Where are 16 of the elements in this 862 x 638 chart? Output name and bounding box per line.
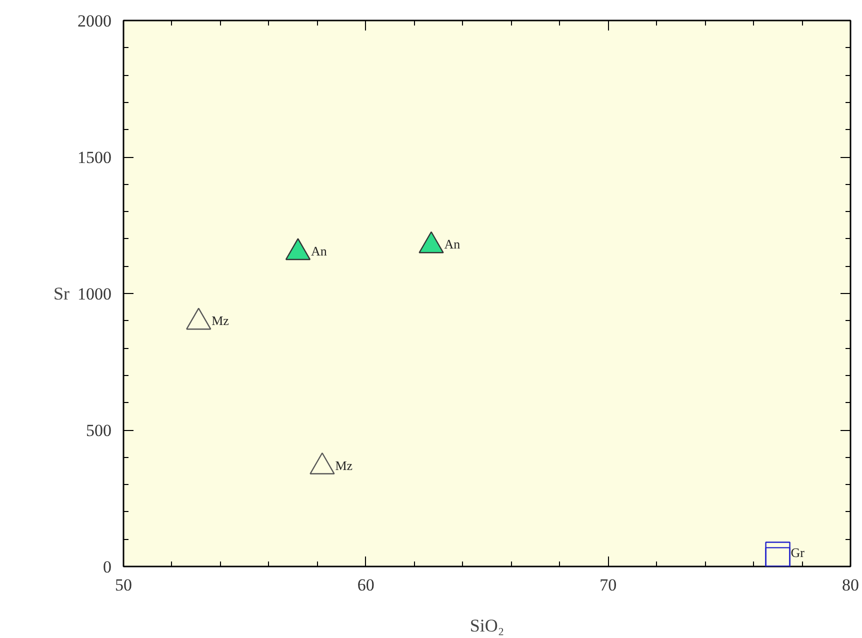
data-label: An — [444, 236, 461, 252]
y-tick-label: 500 — [86, 421, 112, 440]
y-tick-label: 1000 — [78, 284, 112, 304]
data-label: Gr — [790, 545, 806, 560]
y-tick-label: 1500 — [78, 148, 112, 167]
x-tick-label: 60 — [357, 576, 374, 594]
y-tick-label: 2000 — [78, 12, 112, 30]
x-tick-label: 70 — [600, 576, 617, 594]
x-tick-label: 80 — [842, 576, 859, 594]
y-tick-label: 0 — [103, 558, 112, 576]
data-label: An — [310, 244, 328, 259]
data-label: Mz — [212, 313, 230, 328]
y-axis-title: Sr — [53, 284, 70, 304]
data-label: Mz — [335, 458, 353, 473]
x-tick-label: 50 — [115, 576, 132, 594]
x-axis-title: SiO₂ — [470, 616, 504, 636]
